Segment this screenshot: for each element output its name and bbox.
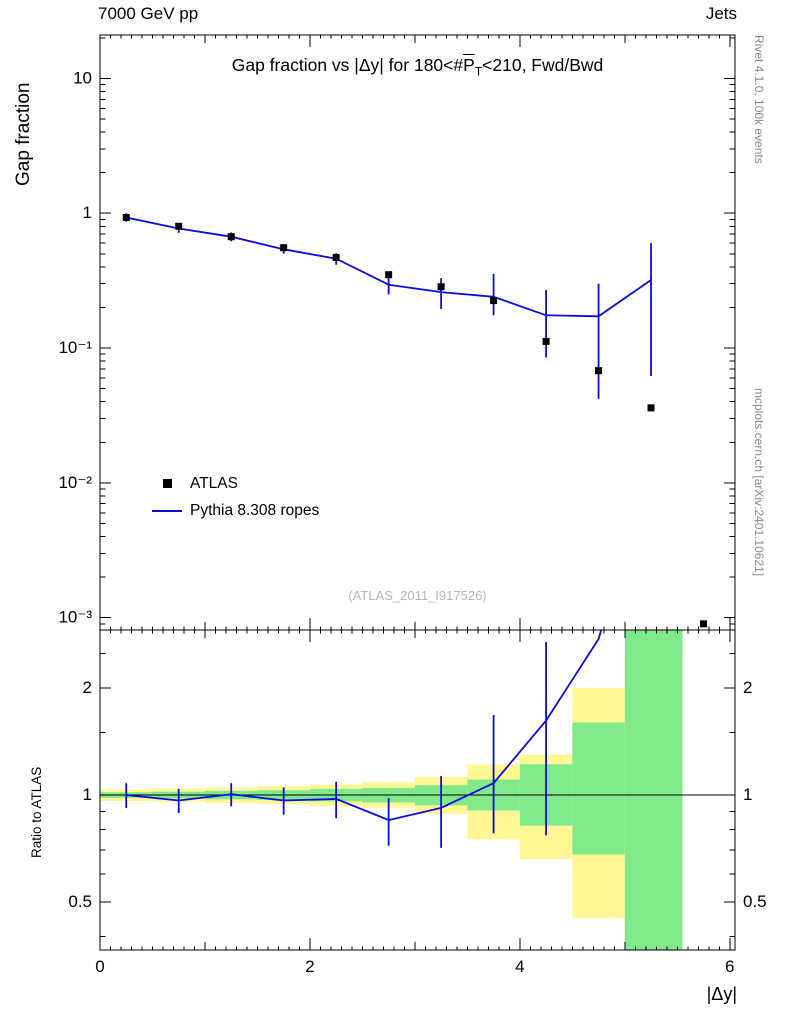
legend-label-atlas: ATLAS xyxy=(190,474,238,492)
svg-text:0.5: 0.5 xyxy=(743,892,767,911)
pythia-main-series xyxy=(125,213,652,399)
main-y-axis-label: Gap fraction xyxy=(13,82,34,187)
atlas-square-marker-icon xyxy=(162,479,172,488)
pythia-ratio-series xyxy=(125,630,603,848)
axis-ticks xyxy=(99,35,735,950)
beam-energy-label: 7000 GeV pp xyxy=(98,4,199,23)
legend-item-atlas: ATLAS xyxy=(148,470,319,497)
svg-text:0.5: 0.5 xyxy=(68,892,92,911)
legend-marker-cell xyxy=(148,479,186,488)
svg-text:6: 6 xyxy=(725,957,734,976)
rivet-version-caption: Rivet 4.1.0, 100k events xyxy=(752,35,766,164)
mcplots-caption: mcplots.cern.ch [arXiv:2401.10621] xyxy=(752,388,766,577)
svg-text:4: 4 xyxy=(515,957,524,976)
svg-text:1: 1 xyxy=(83,203,92,222)
tick-labels: 10 1 10⁻¹ 10⁻² 10⁻³ 2 2 1 1 0.5 0.5 0 2 4 6 xyxy=(58,68,766,976)
legend-marker-cell xyxy=(148,509,186,512)
plot-frames xyxy=(99,34,736,951)
svg-text:10: 10 xyxy=(73,68,92,87)
svg-text:2: 2 xyxy=(743,678,752,697)
ratio-y-axis-label: Ratio to ATLAS xyxy=(29,766,44,858)
process-label: Jets xyxy=(705,4,737,23)
plot-title-pre: Gap fraction vs |Δy| for 180<# xyxy=(231,55,464,75)
legend: ATLAS Pythia 8.308 ropes xyxy=(148,470,319,524)
legend-item-pythia: Pythia 8.308 ropes xyxy=(148,497,319,524)
plot-title-pbar: P xyxy=(463,55,475,75)
plot-title-sub: T xyxy=(474,64,483,79)
plot-title: Gap fraction vs |Δy| for 180<#PT<210, Fw… xyxy=(100,55,735,79)
analysis-reference: (ATLAS_2011_I917526) xyxy=(348,588,487,603)
svg-text:10⁻²: 10⁻² xyxy=(58,473,92,492)
svg-text:0: 0 xyxy=(95,957,104,976)
svg-text:2: 2 xyxy=(83,678,92,697)
svg-text:10⁻¹: 10⁻¹ xyxy=(58,338,92,357)
svg-text:2: 2 xyxy=(305,957,314,976)
pythia-line-marker-icon xyxy=(152,509,182,512)
atlas-data-points xyxy=(122,213,708,628)
svg-text:1: 1 xyxy=(83,785,92,804)
x-axis-label: |Δy| xyxy=(706,984,737,1004)
legend-label-pythia: Pythia 8.308 ropes xyxy=(190,501,320,519)
svg-text:1: 1 xyxy=(743,785,752,804)
svg-text:10⁻³: 10⁻³ xyxy=(58,608,92,627)
plot-title-post: <210, Fwd/Bwd xyxy=(482,55,604,75)
